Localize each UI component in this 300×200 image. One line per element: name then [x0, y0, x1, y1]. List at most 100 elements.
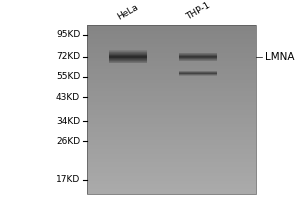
FancyBboxPatch shape [87, 151, 256, 152]
FancyBboxPatch shape [109, 56, 147, 57]
FancyBboxPatch shape [87, 96, 256, 98]
FancyBboxPatch shape [87, 173, 256, 174]
FancyBboxPatch shape [109, 61, 147, 62]
FancyBboxPatch shape [109, 50, 147, 51]
FancyBboxPatch shape [87, 162, 256, 164]
FancyBboxPatch shape [87, 191, 256, 193]
FancyBboxPatch shape [87, 145, 256, 147]
FancyBboxPatch shape [87, 176, 256, 178]
FancyBboxPatch shape [87, 93, 256, 95]
FancyBboxPatch shape [87, 76, 256, 78]
Text: 55KD: 55KD [56, 72, 80, 81]
Text: HeLa: HeLa [116, 3, 140, 22]
FancyBboxPatch shape [87, 71, 256, 73]
FancyBboxPatch shape [87, 105, 256, 107]
Text: 26KD: 26KD [56, 137, 80, 146]
FancyBboxPatch shape [87, 186, 256, 188]
FancyBboxPatch shape [179, 53, 217, 54]
FancyBboxPatch shape [87, 152, 256, 154]
FancyBboxPatch shape [87, 85, 256, 86]
FancyBboxPatch shape [87, 139, 256, 140]
FancyBboxPatch shape [109, 57, 147, 58]
FancyBboxPatch shape [87, 134, 256, 135]
Text: 17KD: 17KD [56, 175, 80, 184]
FancyBboxPatch shape [109, 60, 147, 61]
FancyBboxPatch shape [87, 179, 256, 181]
FancyBboxPatch shape [87, 102, 256, 103]
FancyBboxPatch shape [109, 58, 147, 59]
FancyBboxPatch shape [109, 53, 147, 54]
FancyBboxPatch shape [179, 54, 217, 55]
FancyBboxPatch shape [87, 46, 256, 47]
FancyBboxPatch shape [87, 108, 256, 110]
FancyBboxPatch shape [87, 156, 256, 157]
FancyBboxPatch shape [87, 124, 256, 125]
FancyBboxPatch shape [87, 125, 256, 127]
FancyBboxPatch shape [87, 167, 256, 169]
FancyBboxPatch shape [87, 80, 256, 81]
FancyBboxPatch shape [179, 58, 217, 59]
FancyBboxPatch shape [179, 57, 217, 58]
FancyBboxPatch shape [87, 69, 256, 71]
FancyBboxPatch shape [87, 144, 256, 145]
Text: LMNA: LMNA [265, 52, 295, 62]
FancyBboxPatch shape [87, 112, 256, 113]
FancyBboxPatch shape [87, 189, 256, 191]
Text: THP-1: THP-1 [184, 1, 212, 22]
FancyBboxPatch shape [87, 183, 256, 184]
FancyBboxPatch shape [87, 166, 256, 167]
FancyBboxPatch shape [87, 95, 256, 96]
FancyBboxPatch shape [109, 51, 147, 52]
FancyBboxPatch shape [87, 74, 256, 76]
FancyBboxPatch shape [87, 44, 256, 46]
FancyBboxPatch shape [87, 130, 256, 132]
FancyBboxPatch shape [87, 174, 256, 176]
FancyBboxPatch shape [87, 90, 256, 91]
FancyBboxPatch shape [109, 55, 147, 56]
FancyBboxPatch shape [87, 31, 256, 32]
FancyBboxPatch shape [87, 53, 256, 54]
FancyBboxPatch shape [87, 120, 256, 122]
FancyBboxPatch shape [109, 59, 147, 60]
Text: 34KD: 34KD [56, 117, 80, 126]
FancyBboxPatch shape [87, 32, 256, 34]
FancyBboxPatch shape [87, 169, 256, 171]
FancyBboxPatch shape [87, 157, 256, 159]
FancyBboxPatch shape [87, 110, 256, 112]
FancyBboxPatch shape [87, 39, 256, 41]
FancyBboxPatch shape [87, 98, 256, 100]
FancyBboxPatch shape [87, 113, 256, 115]
FancyBboxPatch shape [87, 88, 256, 90]
FancyBboxPatch shape [87, 42, 256, 44]
FancyBboxPatch shape [87, 51, 256, 53]
FancyBboxPatch shape [87, 41, 256, 42]
FancyBboxPatch shape [87, 63, 256, 64]
Text: 95KD: 95KD [56, 30, 80, 39]
FancyBboxPatch shape [87, 132, 256, 134]
FancyBboxPatch shape [87, 159, 256, 161]
FancyBboxPatch shape [87, 86, 256, 88]
FancyBboxPatch shape [87, 27, 256, 29]
FancyBboxPatch shape [87, 154, 256, 156]
FancyBboxPatch shape [87, 34, 256, 36]
FancyBboxPatch shape [109, 62, 147, 63]
FancyBboxPatch shape [87, 37, 256, 39]
Text: 43KD: 43KD [56, 93, 80, 102]
FancyBboxPatch shape [87, 142, 256, 144]
FancyBboxPatch shape [87, 100, 256, 102]
FancyBboxPatch shape [87, 73, 256, 74]
FancyBboxPatch shape [87, 193, 256, 194]
Text: 72KD: 72KD [56, 52, 80, 61]
FancyBboxPatch shape [179, 56, 217, 57]
FancyBboxPatch shape [87, 25, 256, 27]
FancyBboxPatch shape [87, 188, 256, 189]
FancyBboxPatch shape [87, 184, 256, 186]
FancyBboxPatch shape [87, 117, 256, 118]
FancyBboxPatch shape [87, 78, 256, 80]
FancyBboxPatch shape [87, 68, 256, 69]
FancyBboxPatch shape [87, 127, 256, 129]
FancyBboxPatch shape [87, 36, 256, 37]
FancyBboxPatch shape [109, 52, 147, 53]
FancyBboxPatch shape [87, 83, 256, 85]
FancyBboxPatch shape [87, 61, 256, 63]
